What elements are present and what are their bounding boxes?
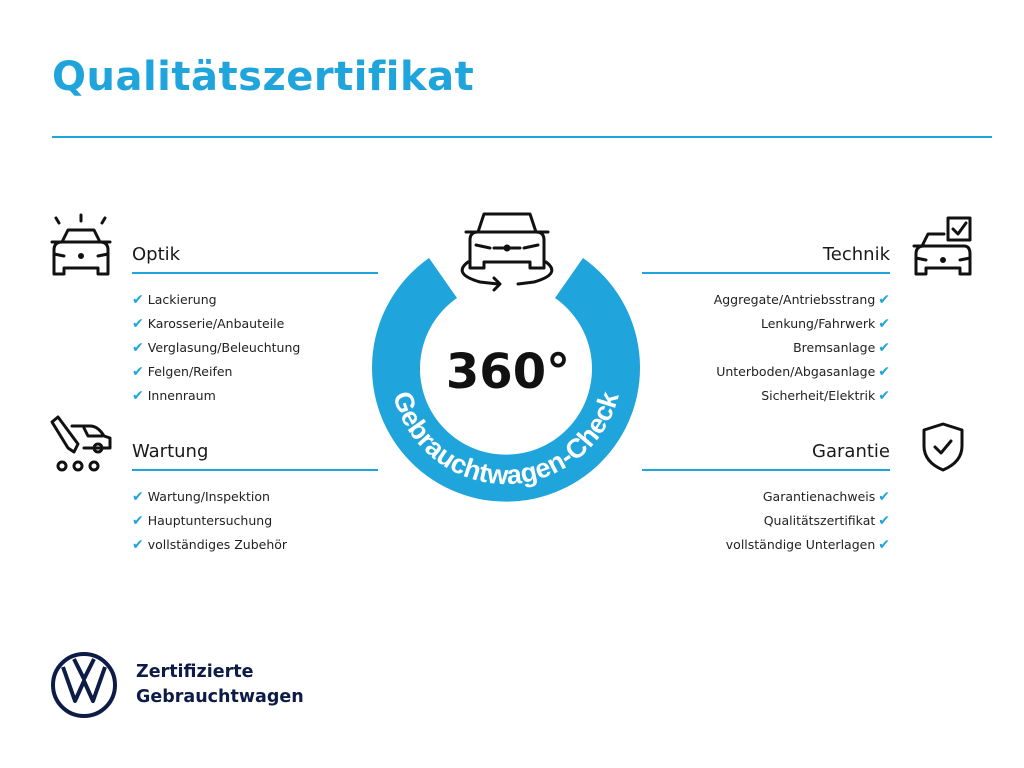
- section-heading: Optik: [132, 244, 181, 265]
- section-wartung: Wartung ✔ Wartung/Inspektion ✔ Hauptuntersu…: [132, 439, 378, 557]
- brand-line1: Zertifizierte: [136, 662, 254, 682]
- brand-name: Zertifizierte Gebrauchtwagen: [136, 660, 304, 710]
- section-heading: Technik: [822, 244, 890, 265]
- checklist-label: Bremsanlage: [793, 340, 876, 355]
- section-divider: [132, 272, 378, 274]
- check-icon: ✔: [132, 537, 144, 553]
- check-icon: ✔: [878, 388, 890, 404]
- check-icon: ✔: [132, 489, 144, 505]
- check-icon: ✔: [132, 513, 144, 529]
- section-garantie: Garantie Garantienachweis ✔ Qualitätszerti…: [642, 439, 890, 557]
- check-icon: ✔: [878, 537, 890, 553]
- checklist-label: Innenraum: [147, 388, 216, 403]
- checklist-item: vollständige Unterlagen ✔: [642, 533, 890, 557]
- check-icon: ✔: [132, 316, 144, 332]
- section-heading: Garantie: [812, 441, 890, 462]
- checklist-label: Karosserie/Anbauteile: [147, 316, 285, 331]
- checklist-item: Bremsanlage ✔: [642, 336, 890, 360]
- car-rotate-icon: [460, 212, 554, 292]
- checklist-item: Qualitätszertifikat ✔: [642, 509, 890, 533]
- 360-label: 360°: [446, 344, 570, 400]
- shield-check-icon: [922, 422, 964, 472]
- service-tools-icon: [50, 415, 112, 472]
- checklist-label: Wartung/Inspektion: [147, 489, 270, 504]
- check-icon: ✔: [878, 316, 890, 332]
- section-optik: Optik ✔ Lackierung ✔ Karosserie/Anbauteile ✔…: [132, 242, 378, 408]
- checklist-item: ✔ Karosserie/Anbauteile: [132, 312, 378, 336]
- section-divider: [642, 272, 890, 274]
- section-divider: [642, 469, 890, 471]
- checklist-label: Unterboden/Abgasanlage: [716, 364, 876, 379]
- checklist-label: Qualitätszertifikat: [763, 513, 876, 528]
- checklist-label: vollständiges Zubehör: [147, 537, 288, 552]
- checklist-item: Aggregate/Antriebsstrang ✔: [642, 288, 890, 312]
- checklist-item: ✔ Felgen/Reifen: [132, 360, 378, 384]
- checklist-item: ✔ Lackierung: [132, 288, 378, 312]
- section-technik: Technik Aggregate/Antriebsstrang ✔ Lenkung…: [642, 242, 890, 408]
- ring: [372, 258, 640, 502]
- checklist-label: Verglasung/Beleuchtung: [147, 340, 301, 355]
- check-icon: ✔: [132, 340, 144, 356]
- checklist-label: Hauptuntersuchung: [147, 513, 273, 528]
- vw-logo: [51, 652, 117, 718]
- page-title: Qualitätszertifikat: [52, 54, 475, 100]
- checklist-label: Lenkung/Fahrwerk: [761, 316, 876, 331]
- check-icon: ✔: [878, 292, 890, 308]
- car-checklist-icon: [912, 216, 972, 276]
- check-icon: ✔: [878, 513, 890, 529]
- check-icon: ✔: [878, 340, 890, 356]
- section-divider: [132, 469, 378, 471]
- checklist-label: Sicherheit/Elektrik: [761, 388, 876, 403]
- checklist-label: Garantienachweis: [762, 489, 876, 504]
- checklist-item: ✔ Hauptuntersuchung: [132, 509, 378, 533]
- section-heading: Wartung: [132, 441, 209, 462]
- checklist-item: Unterboden/Abgasanlage ✔: [642, 360, 890, 384]
- check-icon: ✔: [878, 364, 890, 380]
- check-icon: ✔: [132, 292, 144, 308]
- check-icon: ✔: [878, 489, 890, 505]
- checklist-label: Felgen/Reifen: [147, 364, 233, 379]
- car-lights-icon: [50, 213, 112, 276]
- checklist-item: Sicherheit/Elektrik ✔: [642, 384, 890, 408]
- checklist-label: Aggregate/Antriebsstrang: [713, 292, 876, 307]
- checklist-item: ✔ Wartung/Inspektion: [132, 485, 378, 509]
- checklist-label: vollständige Unterlagen: [725, 537, 876, 552]
- checklist-item: ✔ Verglasung/Beleuchtung: [132, 336, 378, 360]
- check-icon: ✔: [132, 364, 144, 380]
- check-icon: ✔: [132, 388, 144, 404]
- checklist-item: Lenkung/Fahrwerk ✔: [642, 312, 890, 336]
- checklist-item: Garantienachweis ✔: [642, 485, 890, 509]
- title-divider: [52, 136, 992, 138]
- brand-line2: Gebrauchtwagen: [136, 687, 304, 707]
- checklist-label: Lackierung: [147, 292, 217, 307]
- checklist-item: ✔ vollständiges Zubehör: [132, 533, 378, 557]
- checklist-item: ✔ Innenraum: [132, 384, 378, 408]
